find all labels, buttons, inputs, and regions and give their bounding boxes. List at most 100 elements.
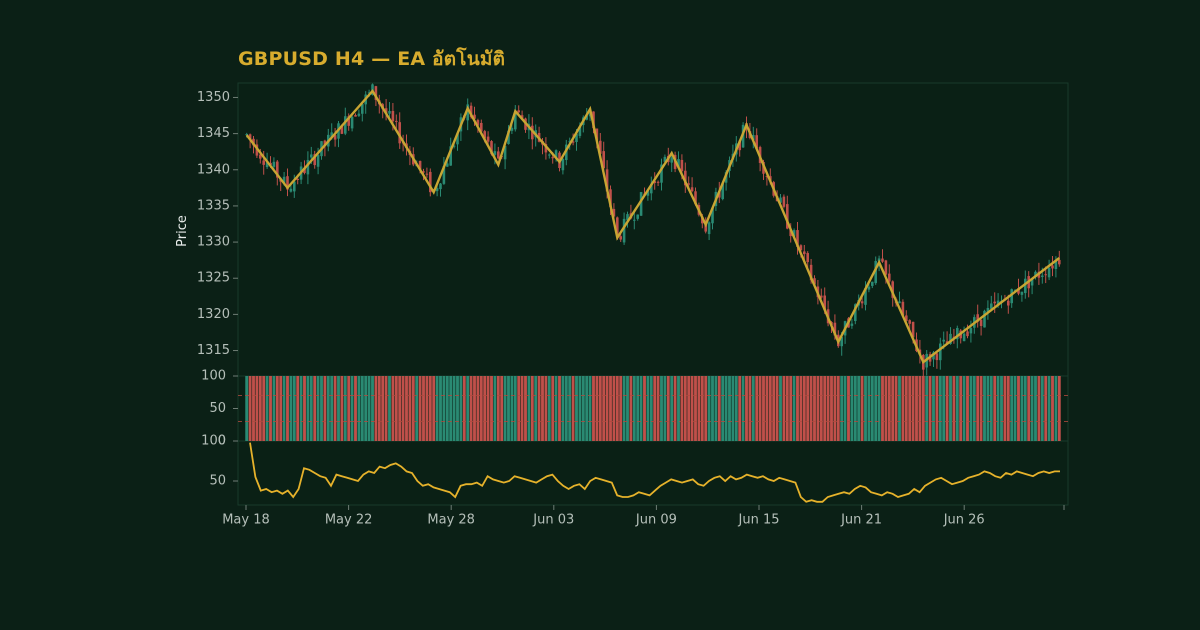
candle-body (690, 187, 694, 192)
direction-bar (1027, 376, 1031, 441)
candle-body (707, 222, 711, 235)
candle-body (602, 151, 605, 169)
candle-body (911, 321, 915, 338)
candle-body (296, 178, 299, 180)
candle-body (864, 288, 867, 305)
direction-bar (255, 376, 259, 441)
y-tick-label: 50 (209, 474, 226, 489)
direction-bar (510, 376, 514, 441)
chart-title: GBPUSD H4 — EA อัตโนมัติ (238, 48, 506, 70)
candle-body (806, 253, 809, 263)
direction-bar (751, 376, 755, 441)
direction-bar (938, 376, 942, 441)
direction-bar (544, 376, 548, 441)
candle-body (398, 122, 401, 144)
direction-bar (1023, 376, 1027, 441)
candle-body (531, 125, 534, 140)
candle-body (272, 161, 276, 167)
oscillator-line (249, 442, 1060, 503)
direction-bar (996, 376, 1000, 441)
direction-bar (581, 376, 585, 441)
candle-body (571, 141, 575, 143)
candle-body (854, 304, 857, 321)
candle-body (650, 183, 653, 194)
candle-body (439, 183, 442, 190)
direction-bar (826, 376, 830, 441)
candle-body (276, 161, 279, 178)
direction-bar (439, 376, 442, 441)
x-tick-label: Jun 03 (532, 513, 574, 528)
candle-body (262, 160, 265, 165)
direction-bar (530, 376, 534, 441)
direction-bar (473, 376, 476, 441)
direction-bar (680, 376, 684, 441)
direction-bar (558, 376, 561, 441)
direction-bar (374, 376, 378, 441)
candle-body (1010, 289, 1013, 304)
direction-bar (1034, 376, 1037, 441)
candle-body (361, 104, 364, 114)
candle-body (259, 154, 262, 159)
direction-bar (677, 376, 680, 441)
direction-bar (524, 376, 527, 441)
direction-bar (469, 376, 473, 441)
direction-bar (959, 376, 963, 441)
direction-bar (670, 376, 674, 441)
direction-bar (833, 376, 837, 441)
direction-bar (646, 376, 650, 441)
x-tick-label: May 22 (325, 513, 373, 528)
direction-bar (364, 376, 368, 441)
direction-bar (887, 376, 891, 441)
candle-body (833, 322, 837, 336)
direction-bar (330, 376, 334, 441)
direction-bar (717, 376, 721, 441)
candle-body (330, 132, 333, 138)
direction-bar (272, 376, 276, 441)
direction-bar (983, 376, 986, 441)
candle-body (286, 176, 289, 190)
candle-body (779, 197, 782, 203)
direction-bar (860, 376, 864, 441)
candle-body (639, 192, 643, 216)
candle-body (507, 130, 510, 145)
direction-bar (762, 376, 765, 441)
candle-body (823, 295, 826, 310)
direction-bar (653, 376, 657, 441)
candle-body (551, 157, 554, 159)
direction-bar (316, 376, 320, 441)
candle-body (891, 281, 894, 298)
candle-body (840, 336, 843, 347)
candle-body (544, 144, 548, 153)
candle-body (595, 128, 599, 141)
candle-body (962, 333, 966, 342)
direction-bar (520, 376, 524, 441)
direction-bar (700, 376, 704, 441)
candle-body (616, 217, 619, 236)
direction-bar (928, 376, 932, 441)
candle-body (976, 314, 979, 322)
candle-body (585, 115, 588, 120)
candle-body (446, 163, 449, 167)
direction-bar (707, 376, 711, 441)
candle-body (248, 134, 252, 140)
direction-bar (517, 376, 521, 441)
candle-body (986, 307, 990, 313)
direction-bar (881, 376, 884, 441)
direction-bar (660, 376, 663, 441)
y-axis-title: Price (175, 215, 190, 247)
direction-bar (874, 376, 878, 441)
direction-bar (1057, 376, 1061, 441)
direction-bar (932, 376, 935, 441)
direction-bar (898, 376, 901, 441)
direction-bar (870, 376, 874, 441)
direction-bar (1010, 376, 1014, 441)
candle-body (990, 303, 993, 309)
candle-body (677, 159, 680, 168)
direction-bar (993, 376, 997, 441)
candle-body (820, 295, 823, 298)
direction-bar (483, 376, 487, 441)
direction-bar (792, 376, 796, 441)
candle-body (289, 188, 293, 192)
candle-body (575, 133, 578, 143)
